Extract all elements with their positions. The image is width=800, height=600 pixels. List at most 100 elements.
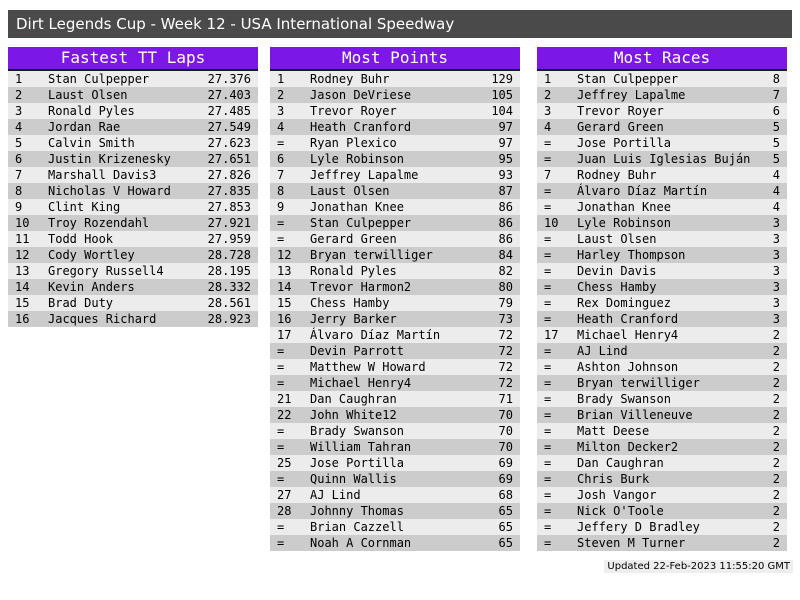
driver-name-cell: Jose Portilla [310, 456, 404, 470]
rank-cell: 27 [277, 488, 292, 502]
value-cell: 5 [772, 152, 780, 166]
value-cell: 84 [498, 248, 513, 262]
value-cell: 70 [498, 440, 513, 454]
driver-name-cell: Josh Vangor [577, 488, 657, 502]
rank-cell: 3 [15, 104, 23, 118]
driver-name-cell: Trevor Royer [577, 104, 664, 118]
value-cell: 2 [772, 440, 780, 454]
rank-cell: = [544, 424, 552, 438]
rank-cell: 10 [544, 216, 559, 230]
panel-header-most-points: Most Points [270, 47, 520, 71]
table-row: = Quinn Wallis 69 [270, 471, 520, 487]
value-cell: 70 [498, 424, 513, 438]
value-cell: 80 [498, 280, 513, 294]
value-cell: 28.561 [207, 296, 251, 310]
rank-cell: = [544, 456, 552, 470]
value-cell: 104 [491, 104, 513, 118]
driver-name-cell: Nicholas V Howard [48, 184, 171, 198]
driver-name-cell: Rodney Buhr [310, 72, 390, 86]
driver-name-cell: Bryan terwilliger [310, 248, 433, 262]
value-cell: 2 [772, 536, 780, 550]
driver-name-cell: Dan Caughran [577, 456, 664, 470]
value-cell: 5 [772, 120, 780, 134]
rank-cell: = [544, 360, 552, 374]
table-row: 15 Brad Duty 28.561 [8, 295, 258, 311]
value-cell: 71 [498, 392, 513, 406]
rank-cell: 17 [544, 328, 559, 342]
driver-name-cell: Steven M Turner [577, 536, 686, 550]
driver-name-cell: Lyle Robinson [577, 216, 671, 230]
table-row: 3 Ronald Pyles 27.485 [8, 103, 258, 119]
driver-name-cell: Matt Deese [577, 424, 650, 438]
table-row: 13 Ronald Pyles 82 [270, 263, 520, 279]
panel-header-most-races: Most Races [537, 47, 787, 71]
rank-cell: = [544, 232, 552, 246]
driver-name-cell: Clint King [48, 200, 121, 214]
driver-name-cell: Stan Culpepper [577, 72, 679, 86]
rank-cell: 15 [277, 296, 292, 310]
driver-name-cell: Laust Olsen [577, 232, 657, 246]
value-cell: 2 [772, 392, 780, 406]
rank-cell: = [544, 264, 552, 278]
driver-name-cell: Troy Rozendahl [48, 216, 150, 230]
driver-name-cell: Laust Olsen [48, 88, 128, 102]
driver-name-cell: Jeffery D Bradley [577, 520, 700, 534]
table-row: 27 AJ Lind 68 [270, 487, 520, 503]
value-cell: 3 [772, 232, 780, 246]
driver-name-cell: Johnny Thomas [310, 504, 404, 518]
driver-name-cell: Laust Olsen [310, 184, 390, 198]
driver-name-cell: Gerard Green [310, 232, 397, 246]
value-cell: 27.485 [207, 104, 251, 118]
driver-name-cell: Stan Culpepper [310, 216, 412, 230]
value-cell: 72 [498, 344, 513, 358]
table-row: = Josh Vangor 2 [537, 487, 787, 503]
rank-cell: 2 [544, 88, 552, 102]
driver-name-cell: Jordan Rae [48, 120, 121, 134]
table-row: = Dan Caughran 2 [537, 455, 787, 471]
table-row: = Rex Dominguez 3 [537, 295, 787, 311]
table-row: = Gerard Green 86 [270, 231, 520, 247]
value-cell: 97 [498, 120, 513, 134]
driver-name-cell: Ryan Plexico [310, 136, 397, 150]
rank-cell: = [277, 376, 285, 390]
rank-cell: = [277, 136, 285, 150]
value-cell: 27.651 [207, 152, 251, 166]
driver-name-cell: William Tahran [310, 440, 412, 454]
table-most-races: 1 Stan Culpepper 8 2 Jeffrey Lapalme 7 3 Trevor… [537, 71, 787, 551]
rank-cell: 7 [277, 168, 285, 182]
table-row: = Brady Swanson 2 [537, 391, 787, 407]
rank-cell: 15 [15, 296, 30, 310]
rank-cell: 16 [277, 312, 292, 326]
driver-name-cell: Álvaro Díaz Martín [577, 184, 708, 198]
value-cell: 3 [772, 248, 780, 262]
table-row: = Brian Villeneuve 2 [537, 407, 787, 423]
rank-cell: 4 [277, 120, 285, 134]
value-cell: 2 [772, 376, 780, 390]
table-row: 1 Stan Culpepper 27.376 [8, 71, 258, 87]
table-row: = Ashton Johnson 2 [537, 359, 787, 375]
rank-cell: = [544, 504, 552, 518]
driver-name-cell: Jonathan Knee [577, 200, 671, 214]
rank-cell: = [277, 424, 285, 438]
driver-name-cell: Dan Caughran [310, 392, 397, 406]
value-cell: 86 [498, 232, 513, 246]
driver-name-cell: Marshall Davis3 [48, 168, 157, 182]
rank-cell: 7 [15, 168, 23, 182]
footer: Updated 22-Feb-2023 11:55:20 GMT [0, 554, 793, 573]
table-row: 14 Trevor Harmon2 80 [270, 279, 520, 295]
table-row: = William Tahran 70 [270, 439, 520, 455]
table-row: 12 Bryan terwilliger 84 [270, 247, 520, 263]
value-cell: 87 [498, 184, 513, 198]
value-cell: 105 [491, 88, 513, 102]
value-cell: 86 [498, 216, 513, 230]
driver-name-cell: Devin Davis [577, 264, 657, 278]
value-cell: 82 [498, 264, 513, 278]
value-cell: 2 [772, 424, 780, 438]
driver-name-cell: Milton Decker2 [577, 440, 679, 454]
panel-most-points: Most Points 1 Rodney Buhr 129 2 Jason DeVrie… [270, 47, 520, 551]
table-row: = Michael Henry4 72 [270, 375, 520, 391]
rank-cell: 7 [544, 168, 552, 182]
table-row: = Laust Olsen 3 [537, 231, 787, 247]
rank-cell: 12 [15, 248, 30, 262]
value-cell: 72 [498, 376, 513, 390]
